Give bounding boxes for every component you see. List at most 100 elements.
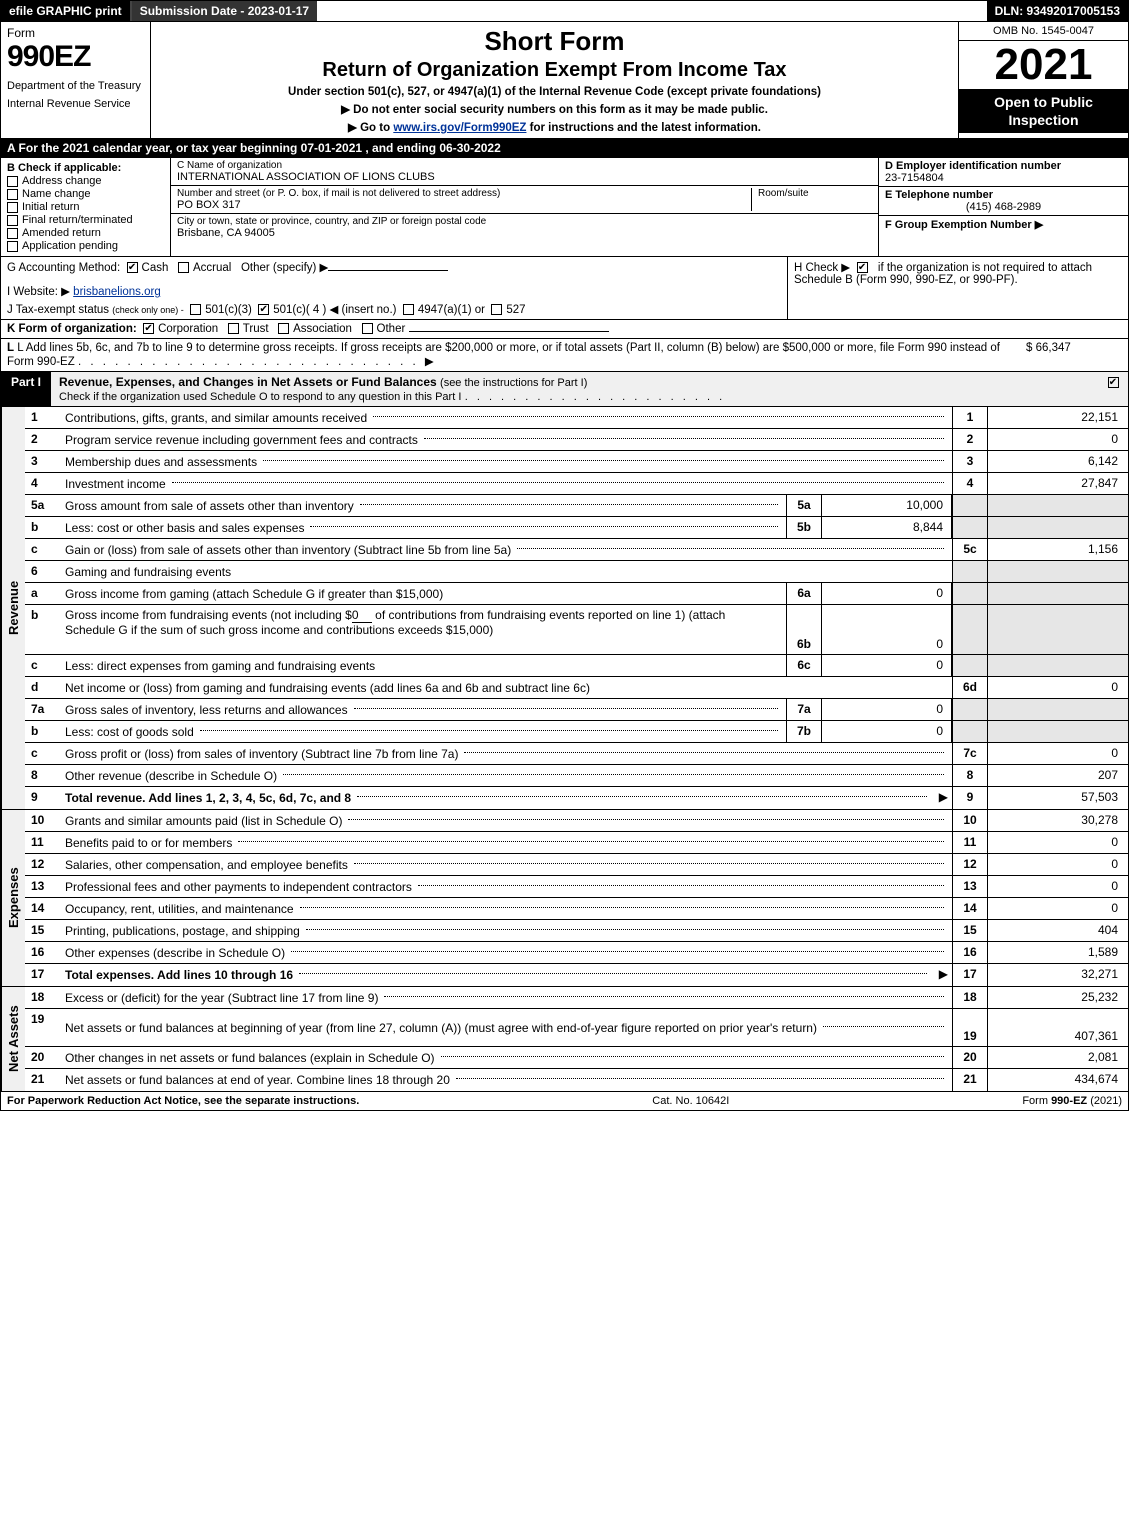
chk-accrual[interactable] (178, 262, 189, 273)
l12-desc: Salaries, other compensation, and employ… (65, 854, 952, 875)
l3-num: 3 (25, 451, 65, 472)
chk-amended[interactable]: Amended return (7, 227, 164, 239)
chk-corp[interactable] (143, 323, 154, 334)
l20-rv: 2,081 (988, 1047, 1128, 1068)
b-label: B Check if applicable: (7, 162, 164, 174)
section-l: L L Add lines 5b, 6c, and 7b to line 9 t… (0, 339, 1129, 372)
l6a-rn (952, 583, 988, 604)
l14-rn: 14 (952, 898, 988, 919)
footer-left: For Paperwork Reduction Act Notice, see … (7, 1095, 359, 1107)
part1-tag: Part I (1, 372, 51, 406)
phone-value: (415) 468-2989 (885, 201, 1122, 213)
part1-chk[interactable] (1102, 372, 1128, 406)
irs-link[interactable]: www.irs.gov/Form990EZ (393, 122, 526, 134)
l6b-mv: 0 (822, 605, 952, 654)
l6d-desc: Net income or (loss) from gaming and fun… (65, 677, 952, 698)
l1-rn: 1 (952, 407, 988, 428)
dept-irs: Internal Revenue Service (7, 98, 144, 110)
l6c-rn (952, 655, 988, 676)
row-a-tax-year: A For the 2021 calendar year, or tax yea… (0, 139, 1129, 158)
chk-initial-return[interactable]: Initial return (7, 201, 164, 213)
form-header: Form 990EZ Department of the Treasury In… (0, 22, 1129, 139)
l4-desc: Investment income (65, 473, 952, 494)
l5a-rv (988, 495, 1128, 516)
j-501cx: 501(c)( 4 ) ◀ (insert no.) (273, 304, 396, 316)
l6c-rv (988, 655, 1128, 676)
l2-rn: 2 (952, 429, 988, 450)
chk-name-change[interactable]: Name change (7, 188, 164, 200)
l11-num: 11 (25, 832, 65, 853)
l12-rn: 12 (952, 854, 988, 875)
k-other-line (409, 331, 609, 332)
chk-h[interactable] (857, 262, 868, 273)
efile-label[interactable]: efile GRAPHIC print (1, 1, 132, 21)
chk-501c3[interactable] (190, 304, 201, 315)
topbar-spacer (317, 1, 986, 21)
l7c-rv: 0 (988, 743, 1128, 764)
l8-rv: 207 (988, 765, 1128, 786)
l5b-rn (952, 517, 988, 538)
c-name-cell: C Name of organization INTERNATIONAL ASS… (171, 158, 878, 186)
org-name: INTERNATIONAL ASSOCIATION OF LIONS CLUBS (177, 171, 872, 183)
chk-app-pending[interactable]: Application pending (7, 240, 164, 252)
chk-cash[interactable] (127, 262, 138, 273)
l7b-mv: 0 (822, 721, 952, 742)
section-c: C Name of organization INTERNATIONAL ASS… (171, 158, 878, 256)
c-label: C Name of organization (177, 160, 282, 171)
l6b-mn: 6b (786, 605, 822, 654)
row-g-h: G Accounting Method: Cash Accrual Other … (0, 257, 1129, 320)
city-label: City or town, state or province, country… (177, 216, 872, 227)
l9-rn: 9 (952, 787, 988, 809)
section-g: G Accounting Method: Cash Accrual Other … (1, 257, 788, 319)
l6a-num: a (25, 583, 65, 604)
k-label: K Form of organization: (7, 323, 137, 335)
submission-date: Submission Date - 2023-01-17 (132, 1, 317, 21)
l6b-rn (952, 605, 988, 654)
l11-rn: 11 (952, 832, 988, 853)
l20-desc: Other changes in net assets or fund bala… (65, 1047, 952, 1068)
l16-rn: 16 (952, 942, 988, 963)
l7b-desc: Less: cost of goods sold (65, 721, 786, 742)
public-inspection: Open to Public Inspection (959, 89, 1128, 133)
info-block: B Check if applicable: Address change Na… (0, 158, 1129, 257)
l3-desc: Membership dues and assessments (65, 451, 952, 472)
k-assoc: Association (293, 323, 352, 335)
l5c-rv: 1,156 (988, 539, 1128, 560)
l2-num: 2 (25, 429, 65, 450)
l6b-zero: 0 (352, 608, 372, 623)
j-4947: 4947(a)(1) or (418, 304, 485, 316)
chk-501cx[interactable] (258, 304, 269, 315)
l17-rv: 32,271 (988, 964, 1128, 986)
l20-rn: 20 (952, 1047, 988, 1068)
chk-final-return[interactable]: Final return/terminated (7, 214, 164, 226)
chk-address-change[interactable]: Address change (7, 175, 164, 187)
chk-trust[interactable] (228, 323, 239, 334)
part1-check-line: Check if the organization used Schedule … (59, 391, 461, 403)
topbar: efile GRAPHIC print Submission Date - 20… (0, 0, 1129, 22)
website-link[interactable]: brisbanelions.org (73, 286, 161, 298)
chk-other[interactable] (362, 323, 373, 334)
l13-rn: 13 (952, 876, 988, 897)
l3-rn: 3 (952, 451, 988, 472)
l2-desc: Program service revenue including govern… (65, 429, 952, 450)
l16-num: 16 (25, 942, 65, 963)
chk-527[interactable] (491, 304, 502, 315)
l18-desc: Excess or (deficit) for the year (Subtra… (65, 987, 952, 1008)
chk-assoc[interactable] (278, 323, 289, 334)
arrow-icon: ▶ (935, 787, 952, 809)
l10-rv: 30,278 (988, 810, 1128, 831)
chk-4947[interactable] (403, 304, 414, 315)
l19-rv: 407,361 (988, 1009, 1128, 1046)
room-label: Room/suite (758, 188, 872, 199)
j-label: J Tax-exempt status (7, 304, 109, 316)
l8-num: 8 (25, 765, 65, 786)
f-cell: F Group Exemption Number ▶ (879, 216, 1128, 256)
l10-num: 10 (25, 810, 65, 831)
l18-num: 18 (25, 987, 65, 1008)
l13-num: 13 (25, 876, 65, 897)
l7c-num: c (25, 743, 65, 764)
l19-num: 19 (25, 1009, 65, 1046)
l17-num: 17 (25, 964, 65, 986)
l5a-desc: Gross amount from sale of assets other t… (65, 495, 786, 516)
l16-desc: Other expenses (describe in Schedule O) (65, 942, 952, 963)
